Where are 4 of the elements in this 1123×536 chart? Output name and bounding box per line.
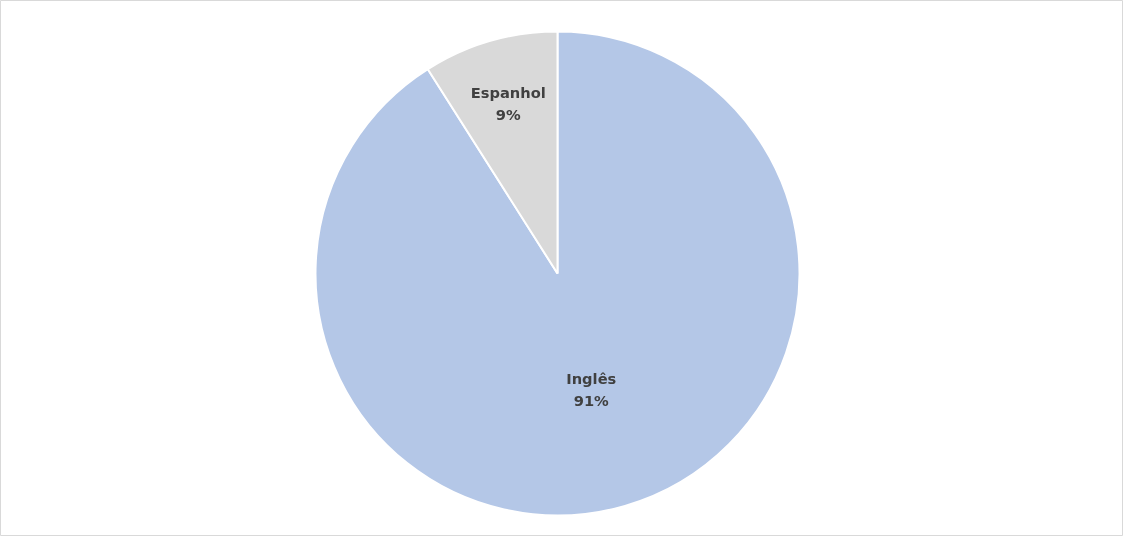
data-label: 9% [495,106,521,124]
data-label: 91% [573,392,610,410]
slice-label: Espanhol [470,84,546,102]
slice-label: Inglês [566,370,617,388]
